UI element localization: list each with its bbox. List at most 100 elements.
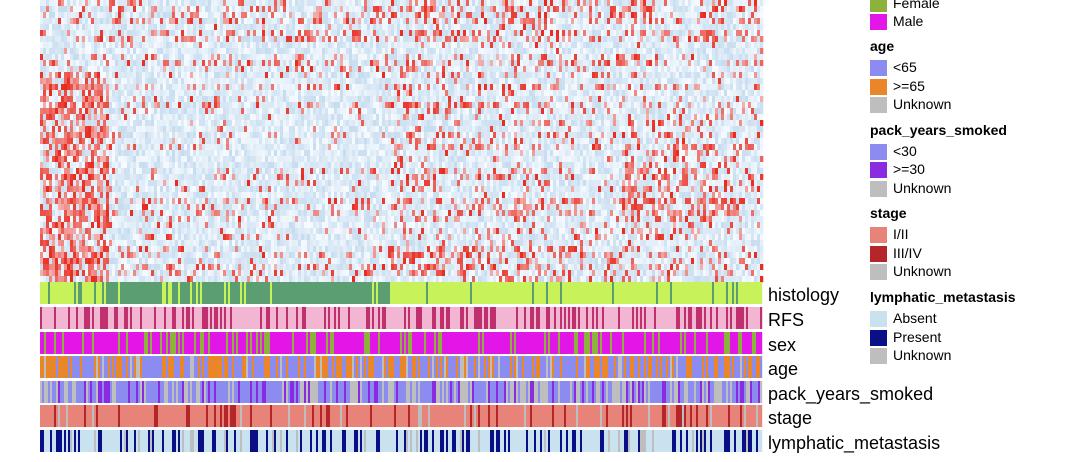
heatmap-cell <box>592 84 596 91</box>
heatmap-cell <box>379 60 383 67</box>
heatmap-cell <box>622 102 626 109</box>
heatmap-cell <box>268 114 272 121</box>
heatmap-cell <box>640 6 644 13</box>
heatmap-cell <box>370 6 374 13</box>
heatmap-cell <box>85 72 89 79</box>
heatmap-cell <box>652 60 656 67</box>
heatmap-cell <box>448 96 452 103</box>
heatmap-cell <box>556 0 560 7</box>
heatmap-cell <box>607 60 611 67</box>
heatmap-cell <box>181 96 185 103</box>
heatmap-cell <box>706 24 710 31</box>
heatmap-cell <box>319 30 323 37</box>
heatmap-cell <box>82 114 86 121</box>
heatmap-cell <box>691 60 695 67</box>
heatmap-cell <box>553 6 557 13</box>
heatmap-cell <box>688 78 692 85</box>
heatmap-cell <box>640 18 644 25</box>
heatmap-cell <box>445 24 449 31</box>
heatmap-cell <box>493 48 497 55</box>
heatmap-cell <box>667 72 671 79</box>
heatmap-cell <box>655 12 659 19</box>
heatmap-cell <box>370 48 374 55</box>
heatmap-cell <box>496 12 500 19</box>
heatmap-cell <box>523 96 527 103</box>
heatmap-cell <box>421 120 425 127</box>
heatmap-cell <box>175 96 179 103</box>
heatmap-cell <box>508 96 512 103</box>
heatmap-cell <box>127 66 131 73</box>
heatmap-cell <box>634 0 638 7</box>
heatmap-cell <box>367 48 371 55</box>
heatmap-cell <box>676 36 680 43</box>
heatmap-cell <box>595 18 599 25</box>
heatmap-cell <box>217 24 221 31</box>
heatmap-cell <box>649 108 653 115</box>
heatmap-cell <box>106 84 110 91</box>
heatmap-cell <box>619 42 623 49</box>
heatmap-cell <box>430 24 434 31</box>
heatmap-cell <box>619 78 623 85</box>
heatmap-cell <box>286 54 290 61</box>
heatmap-cell <box>118 6 122 13</box>
heatmap-cell <box>604 42 608 49</box>
heatmap-cell <box>520 78 524 85</box>
heatmap-cell <box>337 6 341 13</box>
heatmap-cell <box>448 108 452 115</box>
heatmap-cell <box>268 18 272 25</box>
heatmap-cell <box>334 18 338 25</box>
heatmap-cell <box>337 0 341 7</box>
heatmap-cell <box>613 114 617 121</box>
heatmap-cell <box>46 0 50 7</box>
heatmap-cell <box>94 48 98 55</box>
heatmap-cell <box>667 36 671 43</box>
heatmap-cell <box>742 96 746 103</box>
heatmap-cell <box>721 30 725 37</box>
heatmap-cell <box>193 96 197 103</box>
heatmap-cell <box>670 66 674 73</box>
heatmap-cell <box>217 78 221 85</box>
heatmap-cell <box>421 102 425 109</box>
heatmap-cell <box>409 108 413 115</box>
heatmap-cell <box>352 96 356 103</box>
heatmap-cell <box>517 90 521 97</box>
heatmap-cell <box>664 42 668 49</box>
heatmap-cell <box>181 84 185 91</box>
heatmap-cell <box>694 66 698 73</box>
heatmap-cell <box>394 12 398 19</box>
heatmap-cell <box>649 90 653 97</box>
heatmap-cell <box>526 12 530 19</box>
heatmap-cell <box>661 78 665 85</box>
heatmap-cell <box>166 84 170 91</box>
heatmap-cell <box>451 60 455 67</box>
heatmap-cell <box>214 42 218 49</box>
heatmap-cell <box>586 78 590 85</box>
heatmap-cell <box>376 24 380 31</box>
heatmap-cell <box>316 0 320 7</box>
heatmap-cell <box>130 96 134 103</box>
heatmap-cell <box>628 108 632 115</box>
heatmap-cell <box>244 48 248 55</box>
heatmap-cell <box>574 84 578 91</box>
heatmap-cell <box>706 48 710 55</box>
heatmap-cell <box>145 84 149 91</box>
heatmap-cell <box>205 0 209 7</box>
heatmap-cell <box>190 114 194 121</box>
heatmap-cell <box>202 30 206 37</box>
heatmap-cell <box>544 18 548 25</box>
heatmap-cell <box>223 24 227 31</box>
heatmap-cell <box>619 36 623 43</box>
heatmap-cell <box>478 78 482 85</box>
heatmap-cell <box>124 6 128 13</box>
heatmap-cell <box>349 66 353 73</box>
heatmap-cell <box>553 24 557 31</box>
heatmap-cell <box>310 12 314 19</box>
heatmap-cell <box>358 24 362 31</box>
heatmap-cell <box>232 96 236 103</box>
heatmap-cell <box>226 30 230 37</box>
heatmap-cell <box>250 120 254 127</box>
heatmap-cell <box>400 36 404 43</box>
heatmap-cell <box>502 42 506 49</box>
heatmap-cell <box>415 102 419 109</box>
heatmap-cell <box>262 72 266 79</box>
